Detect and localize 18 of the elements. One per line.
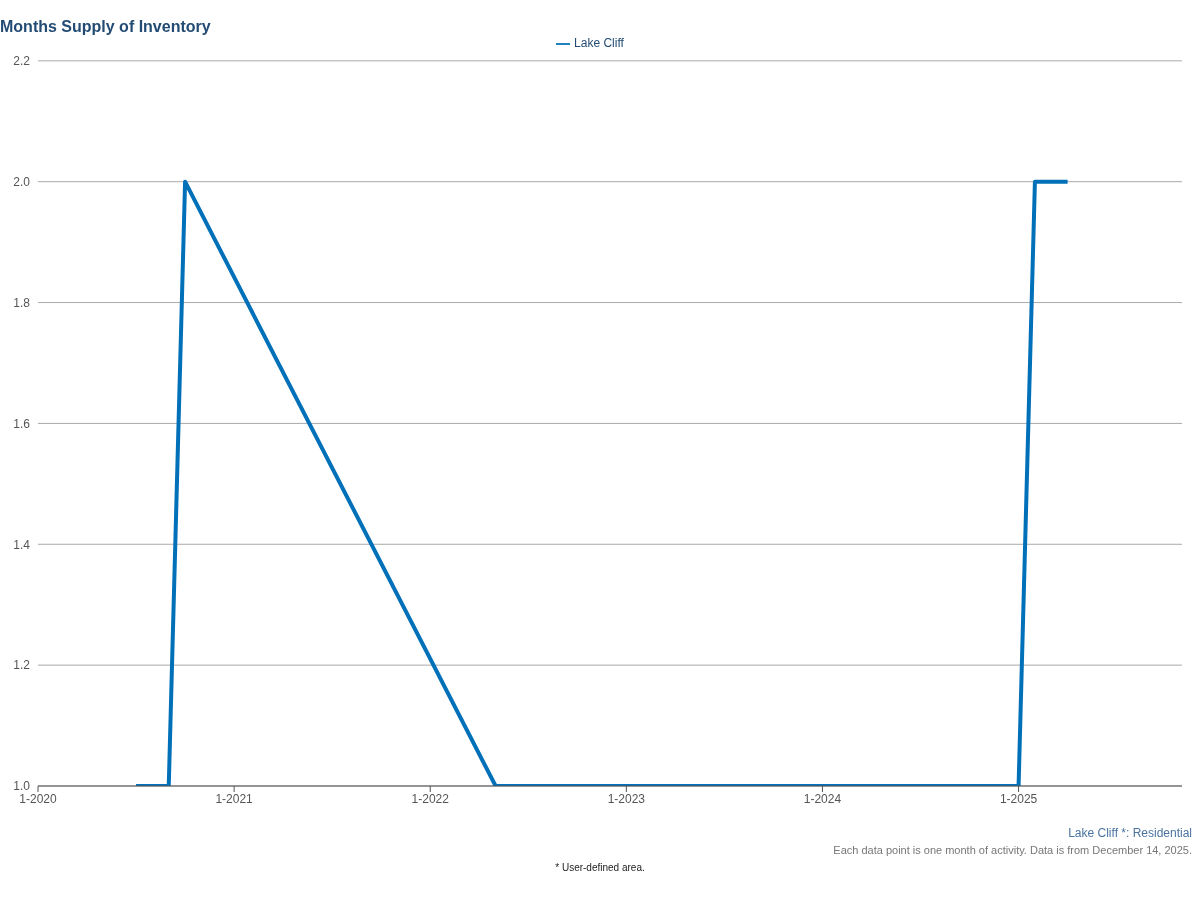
legend-label: Lake Cliff (574, 36, 624, 50)
x-tick-label: 1-2021 (215, 791, 254, 806)
x-tick-label: 1-2024 (803, 791, 842, 806)
text: Lake Cliff *: Residential (1067, 826, 1192, 840)
y-tick-label: 1.0 (13, 779, 31, 794)
x-tick-label: 1-2023 (607, 791, 646, 806)
y-tick-label: 1.6 (13, 416, 31, 431)
y-tick-label: 2.2 (13, 54, 31, 69)
chart-title: Months Supply of Inventory (0, 18, 212, 36)
y-tick-label: 1.2 (13, 658, 31, 673)
x-tick-label: 1-2022 (411, 791, 450, 806)
x-tick-label: 1-2020 (19, 791, 57, 806)
x-tick-label: 1-2025 (999, 791, 1038, 806)
text: * User-defined area. (554, 862, 646, 873)
text: Each data point is one month of activity. Data is from December 14, 2025. (832, 844, 1192, 856)
y-tick-label: 2.0 (13, 174, 31, 189)
y-tick-label: 1.4 (13, 537, 31, 552)
y-tick-label: 1.8 (13, 295, 31, 310)
